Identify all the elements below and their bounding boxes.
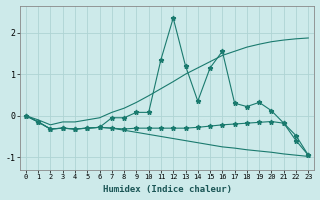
- X-axis label: Humidex (Indice chaleur): Humidex (Indice chaleur): [103, 185, 232, 194]
